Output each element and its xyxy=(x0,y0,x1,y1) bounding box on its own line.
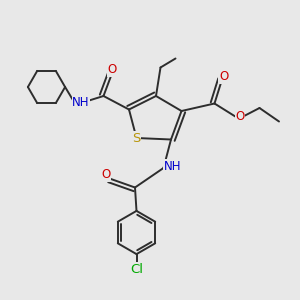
Text: Cl: Cl xyxy=(130,263,143,276)
Text: S: S xyxy=(132,131,141,145)
Text: O: O xyxy=(236,110,244,124)
Text: NH: NH xyxy=(72,95,90,109)
Text: NH: NH xyxy=(164,160,181,173)
Text: O: O xyxy=(101,168,110,182)
Text: O: O xyxy=(108,63,117,76)
Text: O: O xyxy=(219,70,228,83)
